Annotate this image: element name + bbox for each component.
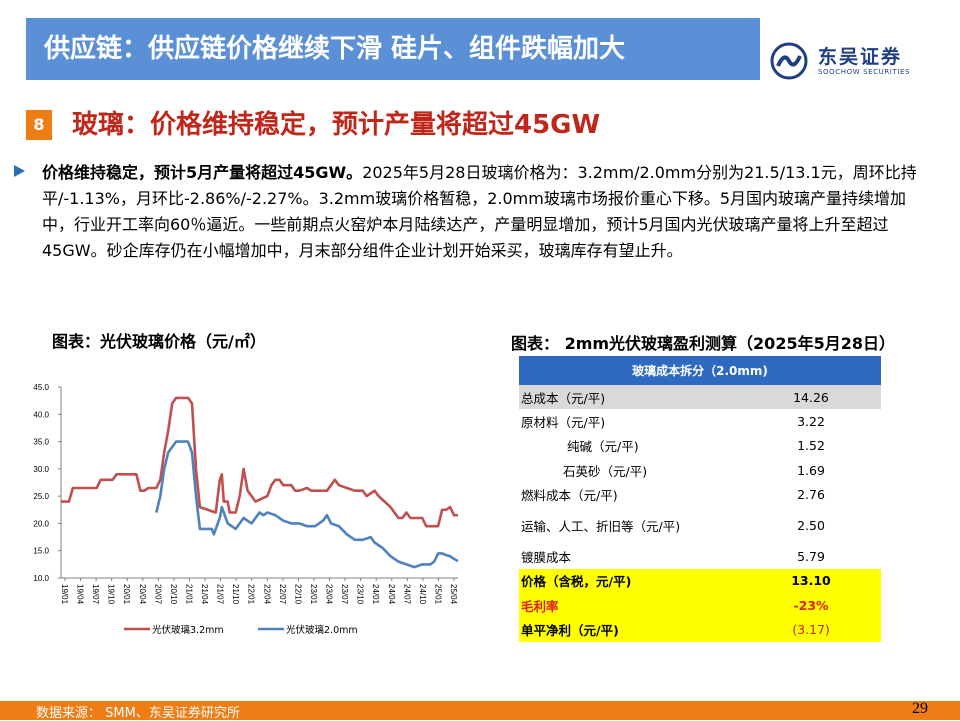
x-tick-label: 24/01 bbox=[371, 584, 380, 605]
page-number: 29 bbox=[912, 700, 928, 717]
data-source: 数据来源： SMM、东吴证券研究所 bbox=[36, 706, 240, 721]
x-tick-label: 23/04 bbox=[325, 584, 334, 605]
y-tick-label: 15.0 bbox=[33, 547, 49, 556]
table-row: 纯碱（元/平) 1.52 bbox=[519, 434, 881, 458]
row-value: 2.76 bbox=[797, 486, 825, 502]
legend-label: 光伏玻璃3.2mm bbox=[152, 624, 224, 636]
section-title: 玻璃：价格维持稳定，预计产量将超过45GW bbox=[72, 110, 601, 140]
table-row: 镀膜成本 5.79 bbox=[519, 544, 881, 568]
x-tick-label: 20/07 bbox=[153, 584, 162, 605]
section-number-badge: 8 bbox=[26, 110, 52, 140]
x-tick-label: 23/10 bbox=[356, 584, 365, 605]
chart-caption: 图表：光伏玻璃价格（元/㎡） bbox=[52, 332, 266, 351]
table-caption: 图表： 2mm光伏玻璃盈利测算（2025年5月28日） bbox=[511, 334, 895, 353]
header-bar: 供应链：供应链价格继续下滑 硅片、组件跌幅加大 bbox=[26, 18, 760, 80]
x-tick-label: 22/07 bbox=[278, 584, 287, 605]
logo-text-cn: 东吴证券 bbox=[818, 46, 903, 68]
row-label: 毛利率 bbox=[519, 593, 741, 618]
y-tick-label: 20.0 bbox=[33, 519, 49, 528]
row-label: 原材料（元/平) bbox=[521, 414, 606, 430]
x-tick-label: 24/10 bbox=[418, 584, 427, 605]
x-tick-label: 21/07 bbox=[216, 584, 225, 605]
series-line bbox=[155, 440, 459, 569]
y-tick-label: 35.0 bbox=[33, 438, 49, 447]
row-value: 2.50 bbox=[797, 517, 825, 533]
y-tick-label: 40.0 bbox=[33, 410, 49, 419]
x-tick-label: 20/01 bbox=[122, 584, 131, 605]
row-value: 1.52 bbox=[797, 438, 825, 454]
row-label: 石英砂（元/平) bbox=[563, 463, 648, 479]
row-value: (3.17) bbox=[741, 617, 881, 642]
row-value: 1.69 bbox=[797, 462, 825, 478]
row-value: 5.79 bbox=[797, 549, 825, 565]
table-row: 原材料（元/平) 3.22 bbox=[519, 409, 881, 433]
x-tick-label: 19/04 bbox=[76, 584, 85, 605]
table-row: 运输、人工、折旧等（元/平) 2.50 bbox=[519, 506, 881, 544]
row-value: -23% bbox=[741, 593, 881, 618]
x-tick-label: 22/04 bbox=[262, 584, 271, 605]
row-label: 价格（含税，元/平) bbox=[519, 568, 741, 594]
summary-paragraph: 价格维持稳定，预计5月产量将超过45GW。2025年5月28日玻璃价格为：3.2… bbox=[42, 160, 922, 264]
x-tick-label: 22/10 bbox=[293, 584, 302, 605]
table-header: 玻璃成本拆分（2.0mm) bbox=[519, 356, 881, 385]
x-tick-label: 23/01 bbox=[309, 584, 318, 605]
x-tick-label: 21/10 bbox=[231, 584, 240, 605]
y-tick-label: 30.0 bbox=[33, 465, 49, 474]
x-tick-label: 24/04 bbox=[387, 584, 396, 605]
y-tick-label: 45.0 bbox=[33, 383, 49, 392]
page-title: 供应链：供应链价格继续下滑 硅片、组件跌幅加大 bbox=[44, 34, 626, 64]
table-row: 单平净利（元/平) (3.17) bbox=[519, 617, 881, 642]
logo-mark-icon bbox=[770, 42, 808, 80]
series-line bbox=[61, 396, 458, 528]
logo-text-en: SOOCHOW SECURITIES bbox=[818, 68, 911, 76]
table-row: 石英砂（元/平) 1.69 bbox=[519, 458, 881, 482]
table-row: 燃料成本（元/平) 2.76 bbox=[519, 482, 881, 506]
x-tick-label: 25/04 bbox=[449, 584, 458, 605]
x-tick-label: 21/04 bbox=[200, 584, 209, 605]
cost-breakdown-table: 玻璃成本拆分（2.0mm) 总成本（元/平) 14.26 原材料（元/平) 3.22… bbox=[519, 356, 881, 642]
row-label: 燃料成本（元/平) bbox=[521, 487, 618, 503]
bullet-triangle-icon bbox=[14, 165, 25, 177]
x-tick-label: 24/07 bbox=[402, 584, 411, 605]
row-label: 总成本（元/平) bbox=[519, 385, 741, 410]
row-value: 14.26 bbox=[741, 385, 881, 410]
row-label: 单平净利（元/平) bbox=[519, 617, 741, 642]
x-tick-label: 23/07 bbox=[340, 584, 349, 605]
row-value: 3.22 bbox=[797, 413, 825, 429]
company-logo: 东吴证券 SOOCHOW SECURITIES bbox=[770, 40, 930, 84]
table-row: 毛利率 -23% bbox=[519, 593, 881, 618]
x-tick-label: 20/04 bbox=[138, 584, 147, 605]
x-tick-label: 19/07 bbox=[91, 584, 100, 605]
glass-price-line-chart: 10.0 15.0 20.0 25.0 30.0 35.0 40.0 45.0 19/01 19/… bbox=[33, 383, 459, 636]
row-label: 纯碱（元/平) bbox=[567, 439, 639, 455]
y-tick-label: 10.0 bbox=[33, 574, 49, 583]
table-row: 总成本（元/平) 14.26 bbox=[519, 385, 881, 410]
summary-text: 2025年5月28日玻璃价格为：3.2mm/2.0mm分别为21.5/13.1元… bbox=[42, 163, 917, 260]
x-tick-label: 25/01 bbox=[433, 584, 442, 605]
row-label: 运输、人工、折旧等（元/平) bbox=[521, 518, 681, 534]
x-tick-label: 19/01 bbox=[60, 584, 69, 605]
legend-label: 光伏玻璃2.0mm bbox=[286, 624, 358, 636]
row-value: 13.10 bbox=[741, 568, 881, 594]
x-tick-label: 21/01 bbox=[184, 584, 193, 605]
x-tick-label: 19/10 bbox=[107, 584, 116, 605]
y-tick-label: 25.0 bbox=[33, 492, 49, 501]
summary-lead: 价格维持稳定，预计5月产量将超过45GW。 bbox=[42, 163, 363, 182]
row-label: 镀膜成本 bbox=[521, 550, 572, 566]
table-row: 价格（含税，元/平) 13.10 bbox=[519, 568, 881, 594]
footer-bar: 数据来源： SMM、东吴证券研究所 bbox=[0, 701, 960, 721]
x-tick-label: 20/10 bbox=[169, 584, 178, 605]
x-tick-label: 22/01 bbox=[247, 584, 256, 605]
